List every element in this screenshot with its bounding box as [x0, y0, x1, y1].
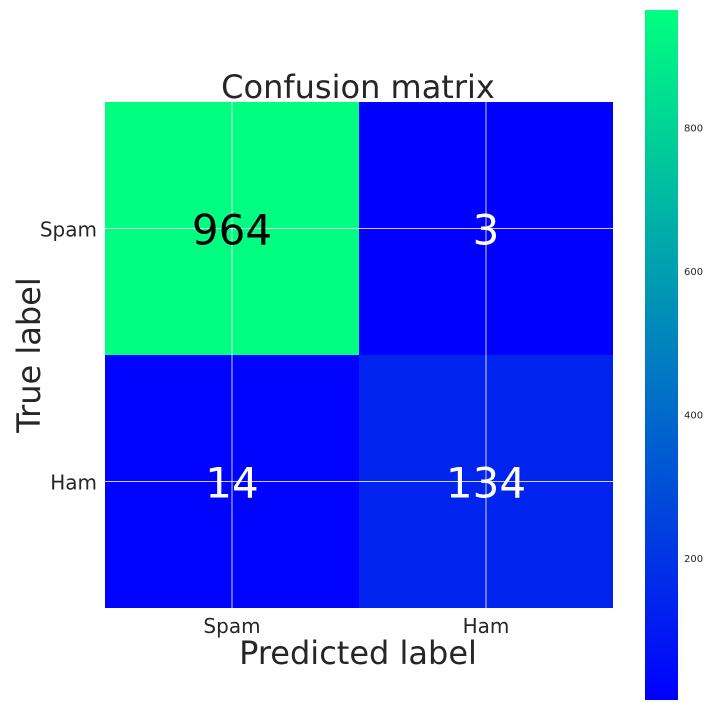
cell-value-label: 3: [473, 206, 500, 255]
grid-lines: [105, 102, 613, 608]
x-tick-label: Spam: [203, 614, 260, 638]
cell-value-label: 134: [446, 459, 526, 508]
y-tick-label: Ham: [50, 471, 97, 495]
colorbar-tick-label: 200: [684, 554, 703, 565]
colorbar-tick-label: 600: [684, 267, 703, 278]
cell-value-label: 14: [205, 459, 258, 508]
x-tick-labels: Spam Ham: [203, 614, 509, 638]
colorbar-gradient: [645, 10, 678, 700]
colorbar-tick-label: 400: [684, 410, 703, 421]
colorbar-tick-label: 800: [684, 123, 703, 134]
y-tick-labels: Spam Ham: [40, 218, 97, 495]
cell-value-labels: 964 3 14 134: [192, 206, 526, 508]
y-tick-label: Spam: [40, 218, 97, 242]
x-tick-label: Ham: [463, 614, 510, 638]
cell-value-label: 964: [192, 206, 272, 255]
colorbar: 200 400 600 800: [645, 10, 703, 700]
matrix-cells: [105, 102, 613, 608]
x-axis-label: Predicted label: [239, 634, 477, 672]
chart-title: Confusion matrix: [221, 68, 495, 106]
y-axis-label: True label: [10, 277, 48, 434]
